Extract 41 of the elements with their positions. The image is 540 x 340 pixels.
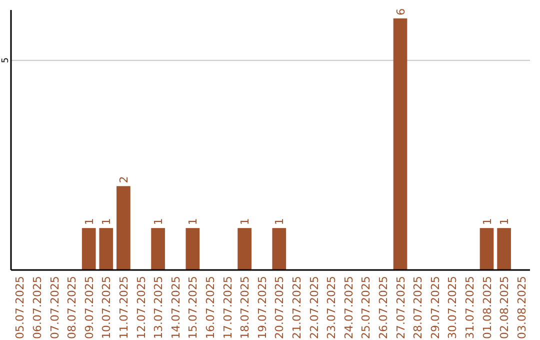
x-tick-label: 09.07.2025: [82, 276, 96, 339]
x-tick-label: 05.07.2025: [14, 276, 27, 339]
x-tick-label: 01.08.2025: [480, 276, 494, 339]
x-tick-label: 22.07.2025: [308, 276, 321, 339]
x-tick-label: 31.07.2025: [463, 276, 476, 339]
x-tick-label: 19.07.2025: [256, 276, 269, 339]
x-tick-label: 13.07.2025: [152, 276, 166, 339]
x-tick-label: 17.07.2025: [221, 276, 234, 339]
x-tick-label: 29.07.2025: [428, 276, 442, 339]
x-tick-label: 27.07.2025: [394, 276, 408, 339]
x-tick-label: 28.07.2025: [412, 276, 425, 339]
x-tick-label: 12.07.2025: [134, 276, 148, 339]
x-tick-label: 06.07.2025: [30, 276, 44, 339]
x-tick-label: 21.07.2025: [290, 276, 304, 339]
x-tick-label: 30.07.2025: [446, 276, 460, 339]
x-tick-label: 25.07.2025: [360, 276, 373, 339]
data-label: 1: [498, 218, 512, 226]
data-label: 6: [394, 8, 408, 16]
data-label: 1: [480, 218, 494, 226]
x-tick-label: 23.07.2025: [325, 276, 338, 339]
x-tick-label: 16.07.2025: [204, 276, 217, 339]
y-tick-label: 5: [1, 57, 11, 64]
x-tick-label: 18.07.2025: [238, 276, 252, 339]
data-label: 1: [186, 218, 200, 226]
x-tick-label: 03.08.2025: [515, 276, 528, 339]
x-tick-label: 07.07.2025: [48, 276, 62, 339]
x-tick-label: 20.07.2025: [273, 276, 286, 339]
x-tick-label: 24.07.2025: [342, 276, 356, 339]
x-tick-label: 14.07.2025: [169, 276, 182, 339]
x-tick-label: 10.07.2025: [100, 276, 114, 339]
x-tick-label: 11.07.2025: [117, 276, 130, 339]
x-tick-label: 15.07.2025: [186, 276, 200, 339]
x-tick-label: 26.07.2025: [376, 276, 390, 339]
data-label: 1: [273, 218, 286, 226]
x-tick-label: 02.08.2025: [498, 276, 512, 339]
data-label: 1: [238, 218, 252, 226]
data-label: 1: [82, 218, 96, 226]
x-tick-label: 08.07.2025: [66, 276, 79, 339]
data-label: 1: [100, 218, 114, 226]
data-label: 2: [117, 176, 130, 184]
data-label: 1: [152, 218, 166, 226]
